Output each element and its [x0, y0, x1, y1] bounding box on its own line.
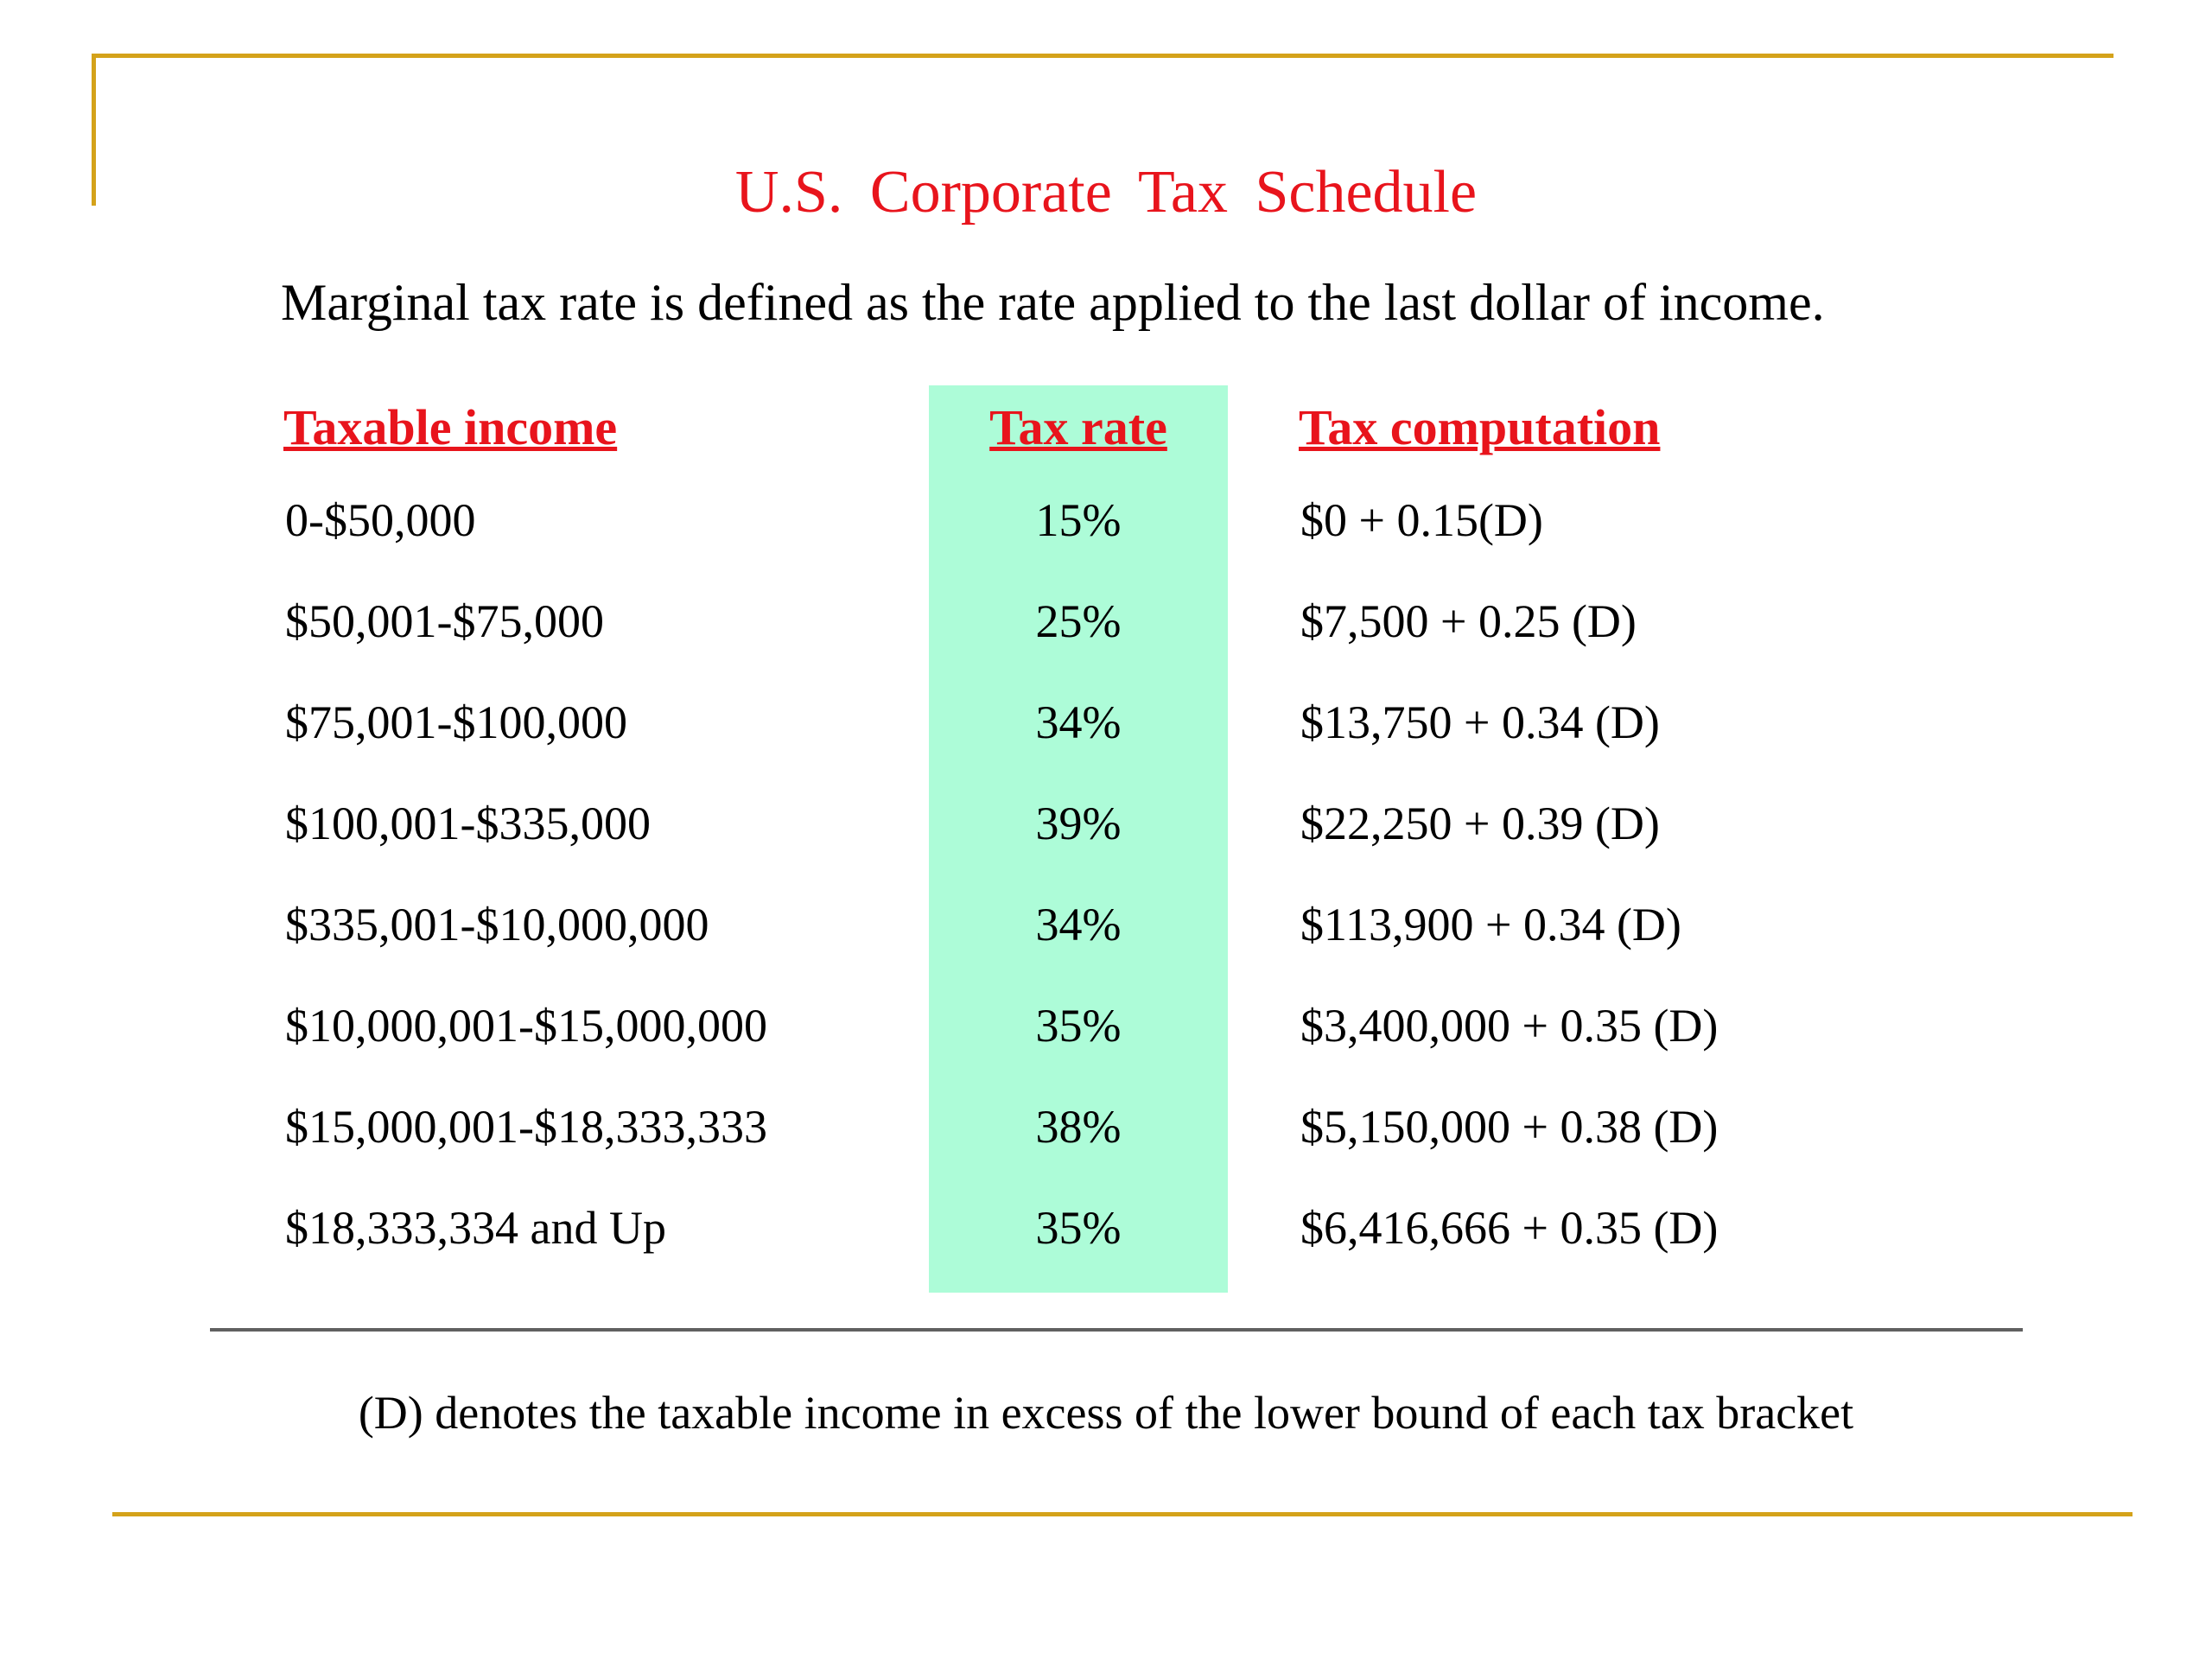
table-row: $100,001-$335,000 39% $22,250 + 0.39 (D) [0, 789, 2212, 858]
frame-bottom-border [112, 1512, 2133, 1516]
income-cell: $18,333,334 and Up [285, 1202, 666, 1254]
frame-top-border [92, 54, 2113, 58]
rate-cell: 35% [1035, 1202, 1122, 1254]
header-tax-rate: Tax rate [989, 399, 1167, 455]
income-cell: $335,001-$10,000,000 [285, 899, 709, 950]
rate-cell: 34% [1035, 899, 1122, 950]
computation-cell: $7,500 + 0.25 (D) [1300, 595, 1637, 647]
table-divider [210, 1328, 2023, 1332]
header-tax-computation: Tax computation [1299, 399, 1661, 455]
table-row: 0-$50,000 15% $0 + 0.15(D) [0, 486, 2212, 555]
rate-cell: 25% [1035, 595, 1122, 647]
header-taxable-income: Taxable income [283, 399, 618, 455]
computation-cell: $113,900 + 0.34 (D) [1300, 899, 1681, 950]
income-cell: $100,001-$335,000 [285, 798, 651, 849]
slide-subtitle: Marginal tax rate is defined as the rate… [281, 274, 1825, 331]
computation-cell: $22,250 + 0.39 (D) [1300, 798, 1660, 849]
income-cell: 0-$50,000 [285, 494, 476, 546]
table-row: $50,001-$75,000 25% $7,500 + 0.25 (D) [0, 587, 2212, 656]
income-cell: $10,000,001-$15,000,000 [285, 1000, 767, 1052]
rate-cell: 34% [1035, 696, 1122, 748]
table-row: $75,001-$100,000 34% $13,750 + 0.34 (D) [0, 688, 2212, 757]
computation-cell: $0 + 0.15(D) [1300, 494, 1543, 546]
computation-cell: $5,150,000 + 0.38 (D) [1300, 1101, 1719, 1153]
income-cell: $50,001-$75,000 [285, 595, 604, 647]
footnote: (D) denotes the taxable income in excess… [358, 1387, 1854, 1439]
tax-rate-column-highlight [929, 385, 1228, 1293]
income-cell: $75,001-$100,000 [285, 696, 627, 748]
table-row: $18,333,334 and Up 35% $6,416,666 + 0.35… [0, 1193, 2212, 1262]
rate-cell: 15% [1035, 494, 1122, 546]
table-row: $15,000,001-$18,333,333 38% $5,150,000 +… [0, 1092, 2212, 1161]
frame-left-border [92, 54, 96, 206]
income-cell: $15,000,001-$18,333,333 [285, 1101, 767, 1153]
rate-cell: 39% [1035, 798, 1122, 849]
table-row: $335,001-$10,000,000 34% $113,900 + 0.34… [0, 890, 2212, 959]
rate-cell: 38% [1035, 1101, 1122, 1153]
rate-cell: 35% [1035, 1000, 1122, 1052]
computation-cell: $6,416,666 + 0.35 (D) [1300, 1202, 1719, 1254]
computation-cell: $3,400,000 + 0.35 (D) [1300, 1000, 1719, 1052]
slide-title: U.S. Corporate Tax Schedule [734, 159, 1478, 226]
table-row: $10,000,001-$15,000,000 35% $3,400,000 +… [0, 991, 2212, 1060]
computation-cell: $13,750 + 0.34 (D) [1300, 696, 1660, 748]
